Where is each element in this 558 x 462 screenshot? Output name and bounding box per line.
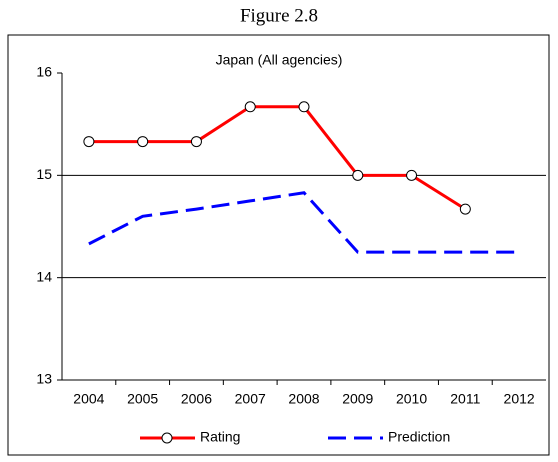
x-tick-label: 2011: [450, 391, 480, 407]
point: [190, 136, 202, 148]
point: [137, 136, 149, 148]
legend-label: Prediction: [388, 429, 450, 445]
x-tick-label: 2009: [342, 391, 373, 407]
figure-title: Figure 2.8: [240, 5, 318, 26]
point: [298, 101, 310, 113]
point: [406, 169, 418, 181]
y-tick-label: 13: [36, 371, 52, 387]
chart-title: Japan (All agencies): [216, 52, 343, 68]
x-tick-label: 2010: [396, 391, 427, 407]
point: [459, 203, 471, 215]
legend-label: Rating: [200, 429, 240, 445]
series-line: [88, 191, 520, 254]
x-tick-label: 2012: [504, 391, 535, 407]
x-tick-label: 2006: [181, 391, 212, 407]
point: [83, 136, 95, 148]
y-tick-label: 16: [36, 64, 52, 80]
x-tick-label: 2008: [288, 391, 319, 407]
series-line: [88, 105, 467, 211]
chart-frame: [7, 34, 550, 456]
x-tick-label: 2005: [127, 391, 158, 407]
x-tick-label: 2007: [235, 391, 266, 407]
x-tick-label: 2004: [73, 391, 104, 407]
legend-marker: [161, 432, 173, 444]
point: [352, 169, 364, 181]
y-tick-label: 15: [36, 166, 52, 182]
y-tick-label: 14: [36, 268, 52, 284]
point: [244, 101, 256, 113]
